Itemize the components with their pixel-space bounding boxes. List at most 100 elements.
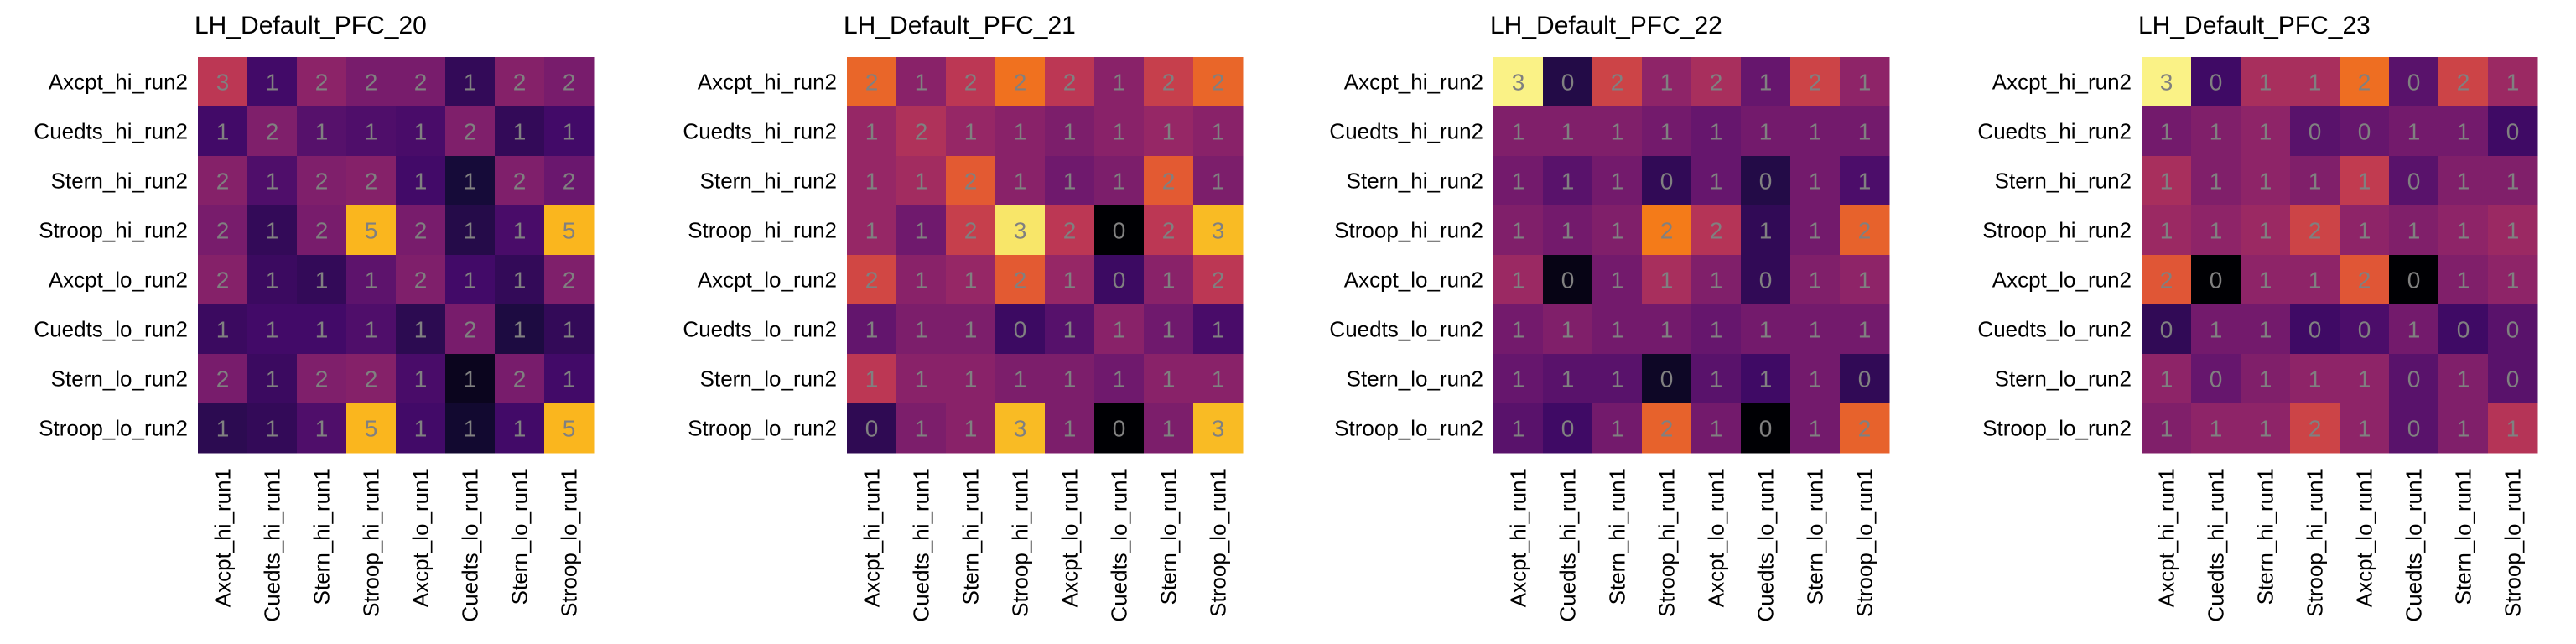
heatmap-cell xyxy=(495,205,545,256)
heatmap-cell xyxy=(1592,354,1643,404)
heatmap-cell xyxy=(198,304,248,355)
cell-value-label: 1 xyxy=(1561,119,1575,145)
heatmap-cell xyxy=(297,205,347,256)
cell-value-label: 1 xyxy=(2506,218,2520,244)
cell-value-label: 1 xyxy=(563,366,576,392)
heatmap-cell xyxy=(1691,57,1742,107)
heatmap-cell xyxy=(1691,304,1742,355)
heatmap-cell xyxy=(1840,403,1890,454)
heatmap-cell xyxy=(1543,354,1593,404)
cell-value-label: 0 xyxy=(865,416,879,442)
cell-value-label: 2 xyxy=(1162,218,1176,244)
heatmap-cell xyxy=(1840,106,1890,157)
cell-value-label: 0 xyxy=(1561,70,1575,96)
cell-value-label: 0 xyxy=(2210,70,2223,96)
cell-value-label: 1 xyxy=(1611,267,1624,293)
heatmap-cell xyxy=(396,205,446,256)
heatmap-cell xyxy=(1045,354,1095,404)
cell-value-label: 2 xyxy=(1014,267,1027,293)
row-tick-label: Axcpt_lo_run2 xyxy=(49,267,188,293)
cell-value-label: 2 xyxy=(216,169,230,195)
heatmap-cell xyxy=(1045,57,1095,107)
cell-value-label: 1 xyxy=(2457,267,2470,293)
heatmap-cell xyxy=(297,156,347,206)
heatmap-cell xyxy=(297,255,347,305)
heatmap-cell xyxy=(2488,354,2538,404)
heatmap-cell xyxy=(1543,304,1593,355)
heatmap-panel: LH_Default_PFC_21 2 1 2 2 2 1 2 2 1 2 1 1 1 1 1 1 1 1 2 1 1 1 2… xyxy=(683,12,1244,622)
cell-value-label: 0 xyxy=(1660,366,1674,392)
column-tick-label: Cuedts_hi_run1 xyxy=(2204,468,2229,622)
heatmap-cell xyxy=(1094,354,1145,404)
cell-value-label: 2 xyxy=(563,70,576,96)
column-tick-label: Cuedts_lo_run1 xyxy=(1107,468,1132,622)
heatmap-cell xyxy=(1543,205,1593,256)
heatmap-cell xyxy=(2191,304,2241,355)
heatmap-cell xyxy=(1193,106,1244,157)
heatmap-cell xyxy=(297,57,347,107)
heatmap-cell xyxy=(995,255,1046,305)
heatmap-cell xyxy=(1193,57,1244,107)
cell-value-label: 1 xyxy=(1113,317,1126,343)
heatmap-cell xyxy=(2241,205,2291,256)
heatmap-cell xyxy=(198,57,248,107)
heatmap-cell xyxy=(544,403,595,454)
heatmap-cell xyxy=(1144,304,1194,355)
cell-value-label: 1 xyxy=(2506,416,2520,442)
cell-value-label: 0 xyxy=(2506,119,2520,145)
heatmap-cell xyxy=(2241,304,2291,355)
cell-value-label: 1 xyxy=(2160,366,2174,392)
heatmap-cell xyxy=(544,156,595,206)
row-tick-label: Axcpt_lo_run2 xyxy=(698,267,837,293)
cell-value-label: 1 xyxy=(1858,169,1872,195)
heatmap-cell xyxy=(1045,304,1095,355)
column-tick-label: Axcpt_lo_run1 xyxy=(1057,468,1083,607)
cell-value-label: 1 xyxy=(2358,218,2371,244)
heatmap-cell xyxy=(2340,403,2390,454)
row-tick-label: Axcpt_hi_run2 xyxy=(698,70,837,95)
heatmap-cell xyxy=(946,156,996,206)
heatmap-cell xyxy=(1741,304,1791,355)
heatmap-cell xyxy=(297,403,347,454)
cell-value-label: 1 xyxy=(1512,267,1525,293)
cell-value-label: 1 xyxy=(216,416,230,442)
cell-value-label: 1 xyxy=(2259,119,2272,145)
heatmap-cell xyxy=(1790,205,1841,256)
heatmap-cell xyxy=(2191,255,2241,305)
cell-value-label: 0 xyxy=(1561,267,1575,293)
cell-value-label: 1 xyxy=(2210,119,2223,145)
heatmap-cell xyxy=(2389,156,2439,206)
cell-value-label: 1 xyxy=(964,267,978,293)
heatmap-cell xyxy=(1790,304,1841,355)
heatmap-cell xyxy=(346,304,397,355)
cell-value-label: 1 xyxy=(2358,169,2371,195)
row-tick-label: Cuedts_hi_run2 xyxy=(683,119,837,144)
heatmap-cell xyxy=(1840,255,1890,305)
heatmap-cell xyxy=(2438,304,2489,355)
cell-value-label: 1 xyxy=(915,267,928,293)
cell-value-label: 1 xyxy=(2457,169,2470,195)
row-tick-label: Axcpt_hi_run2 xyxy=(49,70,188,95)
heatmap-cell xyxy=(2142,403,2192,454)
heatmap-cell xyxy=(2340,205,2390,256)
cell-value-label: 1 xyxy=(1809,416,1822,442)
heatmap-cell xyxy=(445,403,496,454)
heatmap-cell xyxy=(896,304,947,355)
cell-value-label: 2 xyxy=(563,169,576,195)
column-tick-label: Axcpt_hi_run1 xyxy=(860,468,885,607)
cell-value-label: 1 xyxy=(1809,218,1822,244)
cell-value-label: 1 xyxy=(464,267,477,293)
column-tick-label: Stroop_lo_run1 xyxy=(557,468,582,617)
heatmap-cell xyxy=(2438,354,2489,404)
column-tick-label: Stroop_hi_run1 xyxy=(1008,468,1033,617)
cell-value-label: 1 xyxy=(2259,267,2272,293)
cell-value-label: 1 xyxy=(2210,218,2223,244)
cell-value-label: 2 xyxy=(1710,218,1723,244)
cell-value-label: 2 xyxy=(563,267,576,293)
cell-value-label: 1 xyxy=(464,218,477,244)
heatmap-cell xyxy=(1741,255,1791,305)
cell-value-label: 1 xyxy=(464,416,477,442)
heatmap-cell xyxy=(2290,403,2340,454)
column-tick-label: Cuedts_lo_run1 xyxy=(2402,468,2427,622)
column-tick-label: Cuedts_lo_run1 xyxy=(1753,468,1779,622)
